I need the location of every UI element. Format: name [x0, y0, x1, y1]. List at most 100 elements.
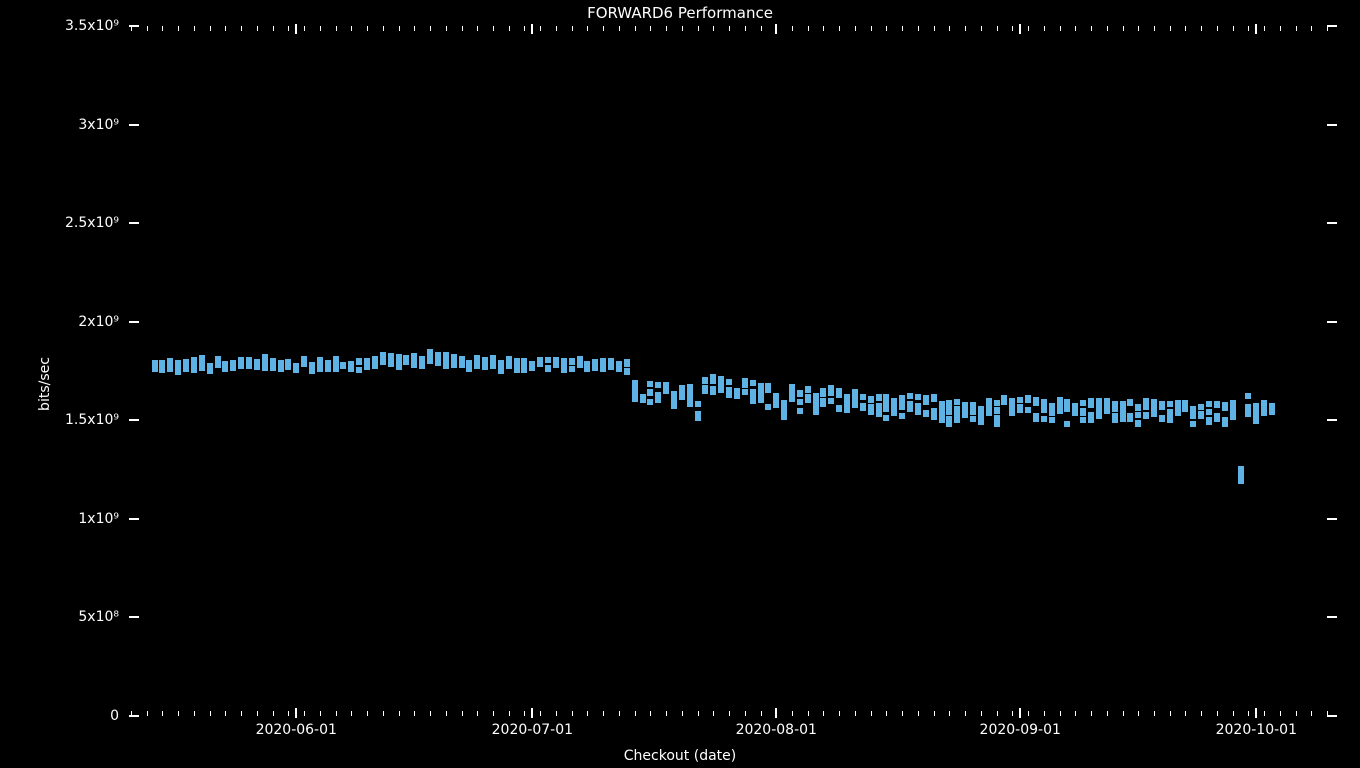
data-point	[1253, 403, 1259, 409]
y-tick	[129, 124, 139, 126]
data-point	[986, 403, 992, 409]
x-minor-tick	[603, 26, 604, 31]
data-point	[899, 413, 905, 419]
y-tick-label: 1x10⁹	[78, 511, 119, 527]
x-minor-tick	[682, 711, 683, 716]
data-point	[348, 364, 354, 370]
x-minor-tick	[367, 711, 368, 716]
x-minor-tick	[1296, 711, 1297, 716]
data-point	[1120, 416, 1126, 422]
data-point	[372, 363, 378, 369]
data-point	[1096, 413, 1102, 419]
data-point	[388, 357, 394, 363]
x-minor-tick	[257, 711, 258, 716]
x-tick	[1255, 708, 1257, 718]
data-point	[718, 383, 724, 389]
data-point	[758, 397, 764, 403]
data-point	[1167, 416, 1173, 422]
data-point	[1017, 397, 1023, 403]
x-minor-tick	[430, 711, 431, 716]
data-point	[411, 354, 417, 360]
x-minor-tick	[414, 711, 415, 716]
x-minor-tick	[572, 26, 573, 31]
data-point	[679, 389, 685, 395]
x-minor-tick	[871, 711, 872, 716]
data-point	[600, 360, 606, 366]
data-point	[687, 401, 693, 407]
x-minor-tick	[1185, 26, 1186, 31]
data-point	[191, 366, 197, 372]
x-minor-tick	[273, 711, 274, 716]
data-point	[1182, 400, 1188, 406]
data-point	[1127, 400, 1133, 406]
data-point	[907, 393, 913, 399]
data-point	[325, 363, 331, 369]
x-minor-tick	[1012, 711, 1013, 716]
data-point	[820, 401, 826, 407]
x-minor-tick	[367, 26, 368, 31]
x-minor-tick	[178, 711, 179, 716]
x-minor-tick	[493, 711, 494, 716]
data-point	[946, 409, 952, 415]
data-point	[262, 364, 268, 370]
x-minor-tick	[509, 711, 510, 716]
x-minor-tick	[965, 711, 966, 716]
data-point	[246, 363, 252, 369]
x-minor-tick	[1248, 711, 1249, 716]
x-minor-tick	[650, 26, 651, 31]
data-point	[490, 355, 496, 361]
x-minor-tick	[1075, 26, 1076, 31]
x-tick	[775, 24, 777, 34]
x-minor-tick	[1248, 26, 1249, 31]
x-minor-tick	[855, 26, 856, 31]
data-point	[1206, 401, 1212, 407]
data-point	[978, 414, 984, 420]
data-point	[1033, 397, 1039, 403]
data-point	[380, 357, 386, 363]
data-point	[1206, 417, 1212, 423]
x-minor-tick	[1012, 26, 1013, 31]
data-point	[443, 363, 449, 369]
x-tick	[1019, 24, 1021, 34]
data-point	[655, 382, 661, 388]
data-point	[1120, 409, 1126, 415]
data-point	[1206, 409, 1212, 415]
data-point	[608, 364, 614, 370]
data-point	[403, 357, 409, 363]
data-point	[962, 412, 968, 418]
data-point	[1222, 405, 1228, 411]
data-point	[1190, 407, 1196, 413]
data-point	[750, 380, 756, 386]
data-point	[773, 394, 779, 400]
chart-title: FORWARD6 Performance	[0, 4, 1360, 22]
data-point	[954, 417, 960, 423]
x-minor-tick	[745, 711, 746, 716]
data-point	[844, 407, 850, 413]
data-point	[663, 387, 669, 393]
data-point	[545, 357, 551, 363]
data-point	[1112, 406, 1118, 412]
x-minor-tick	[839, 26, 840, 31]
data-point	[671, 393, 677, 399]
data-point	[569, 358, 575, 364]
data-point	[1135, 420, 1141, 426]
data-point	[1025, 397, 1031, 403]
data-point	[262, 354, 268, 360]
x-minor-tick	[430, 26, 431, 31]
x-minor-tick	[477, 26, 478, 31]
data-point	[1033, 416, 1039, 422]
data-point	[789, 389, 795, 395]
data-point	[1001, 398, 1007, 404]
x-minor-tick	[918, 26, 919, 31]
x-minor-tick	[273, 26, 274, 31]
data-point	[490, 363, 496, 369]
data-point	[939, 401, 945, 407]
x-minor-tick	[1060, 26, 1061, 31]
data-point	[868, 406, 874, 412]
data-point	[1049, 404, 1055, 410]
data-point	[1151, 399, 1157, 405]
data-point	[710, 389, 716, 395]
x-tick-label: 2020-10-01	[1216, 722, 1297, 738]
x-minor-tick	[241, 711, 242, 716]
data-point	[994, 421, 1000, 427]
